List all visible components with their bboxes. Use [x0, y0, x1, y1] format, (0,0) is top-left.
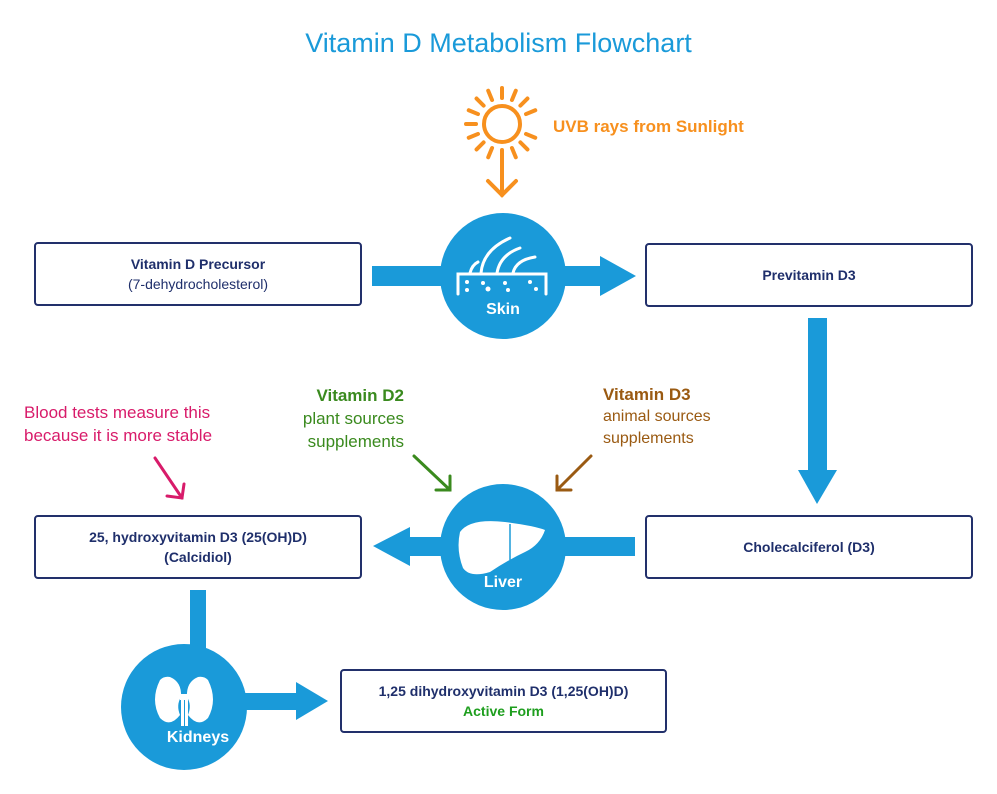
skin-circle: [440, 213, 566, 339]
node-title: Previtamin D3: [762, 267, 856, 283]
d2-arrow: [412, 454, 452, 492]
node-calcidiol: 25, hydroxyvitamin D3 (25(OH)D) (Calcidi…: [34, 515, 362, 579]
blood-line1: Blood tests measure this: [24, 403, 211, 422]
node-subtitle: Active Form: [463, 703, 544, 719]
sun-ray: [518, 96, 530, 108]
node-previtamin: Previtamin D3: [645, 243, 973, 307]
node-title: 1,25 dihydroxyvitamin D3 (1,25(OH)D): [378, 683, 629, 699]
d3-annotation: Vitamin D3 animal sources supplements: [603, 384, 711, 450]
sun-icon: [464, 86, 538, 198]
node-cholecalciferol: Cholecalciferol (D3): [645, 515, 973, 579]
blood-test-arrow: [153, 456, 186, 500]
liver-icon: [458, 521, 545, 575]
d3-line1: animal sources: [603, 408, 711, 425]
arrow-calcidiol-to-kidneys: [190, 590, 206, 660]
sun-ray: [466, 108, 480, 117]
sun-ray: [509, 88, 518, 102]
node-title: Vitamin D Precursor: [130, 256, 266, 272]
node-precursor: Vitamin D Precursor (7-dehydrocholestero…: [34, 242, 362, 306]
arrow-previtamin-to-cholecalciferol: [808, 318, 827, 470]
d2-title: Vitamin D2: [316, 386, 404, 405]
node-subtitle: (Calcidiol): [164, 549, 232, 565]
d2-line2: supplements: [307, 432, 404, 451]
sun-ray: [486, 88, 495, 102]
kidneys-label: Kidneys: [166, 729, 230, 746]
sun-ray: [474, 96, 486, 108]
node-title: Cholecalciferol (D3): [743, 539, 875, 555]
sun-ray: [509, 146, 518, 160]
node-title: 25, hydroxyvitamin D3 (25(OH)D): [89, 529, 307, 545]
blood-line2: because it is more stable: [24, 426, 213, 445]
sunlight-label: UVB rays from Sunlight: [553, 117, 744, 136]
skin-label: Skin: [486, 301, 520, 318]
d2-annotation: Vitamin D2 plant sources supplements: [262, 384, 404, 453]
d3-line2: supplements: [603, 430, 694, 447]
liver-label: Liver: [483, 574, 523, 591]
node-active: 1,25 dihydroxyvitamin D3 (1,25(OH)D) Act…: [340, 669, 667, 733]
sun-ray: [518, 140, 530, 152]
page-title: Vitamin D Metabolism Flowchart: [305, 28, 692, 58]
sun-ray: [524, 131, 538, 140]
d3-title: Vitamin D3: [603, 385, 691, 404]
d2-line1: plant sources: [302, 409, 404, 428]
sun-ray: [524, 108, 538, 117]
d3-arrow: [555, 454, 593, 492]
sun-ray: [466, 131, 480, 140]
node-subtitle: (7-dehydrocholesterol): [127, 276, 269, 292]
skin-icon: [456, 236, 548, 296]
arrow-kidneys-to-active: [240, 693, 300, 710]
kidneys-icon: [155, 676, 213, 726]
sun-ray: [474, 140, 486, 152]
blood-test-annotation: Blood tests measure this because it is m…: [24, 401, 212, 447]
sun-ray: [486, 146, 495, 160]
